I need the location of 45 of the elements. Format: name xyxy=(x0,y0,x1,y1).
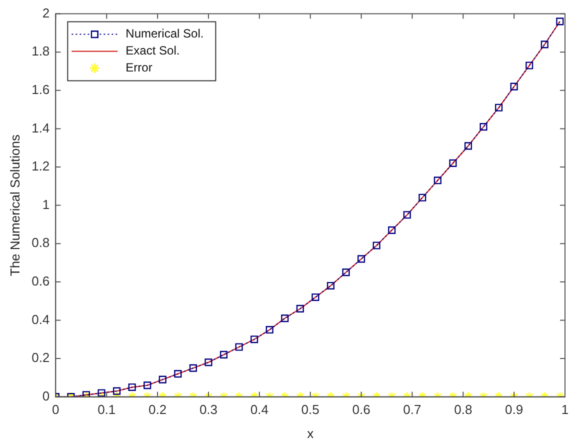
x-tick-label: 0.6 xyxy=(352,402,370,418)
y-tick-label: 0.2 xyxy=(32,350,50,366)
point xyxy=(556,18,564,26)
y-axis-title: The Numerical Solutions xyxy=(7,134,22,276)
y-tick-label: 1.4 xyxy=(32,120,50,136)
legend-label: Error xyxy=(126,60,152,75)
x-tick-label: 0.1 xyxy=(98,402,116,418)
point xyxy=(326,282,334,290)
y-tick-label: 0.8 xyxy=(32,235,50,250)
point xyxy=(540,40,548,48)
x-tick-label: 0.8 xyxy=(454,402,472,418)
point xyxy=(434,176,442,184)
point xyxy=(495,104,503,112)
x-tick-label: 0.7 xyxy=(403,402,422,418)
y-tick-label: 1.8 xyxy=(32,44,50,59)
point xyxy=(388,226,396,234)
x-tick-label: 0.2 xyxy=(148,402,167,418)
y-tick-label: 2 xyxy=(42,5,50,20)
point xyxy=(342,268,350,276)
y-tick-label: 0.6 xyxy=(32,273,50,288)
point xyxy=(510,82,518,90)
x-tick-label: 1 xyxy=(561,402,569,418)
y-tick-label: 1.2 xyxy=(32,158,50,174)
y-tick-label: 0.4 xyxy=(32,312,50,327)
point xyxy=(418,194,426,202)
x-tick-label: 0.4 xyxy=(250,402,268,418)
point xyxy=(403,211,411,219)
point xyxy=(526,62,534,70)
point xyxy=(449,159,457,167)
point xyxy=(312,293,320,301)
y-tick-label: 0 xyxy=(42,388,50,404)
point xyxy=(464,142,472,150)
x-tick-label: 0.9 xyxy=(505,402,524,418)
x-tick-label: 0 xyxy=(52,402,60,418)
x-tick-label: 0.3 xyxy=(199,402,218,418)
legend-label: Exact Sol. xyxy=(126,44,180,58)
point xyxy=(372,242,380,250)
point xyxy=(480,123,488,131)
legend-label: Numerical Sol. xyxy=(126,26,204,41)
y-tick-label: 1 xyxy=(42,196,50,212)
x-tick-label: 0.5 xyxy=(301,402,320,418)
point xyxy=(357,255,366,263)
x-axis-title: x xyxy=(307,426,314,441)
point xyxy=(296,304,304,312)
y-tick-label: 1.6 xyxy=(32,82,50,97)
